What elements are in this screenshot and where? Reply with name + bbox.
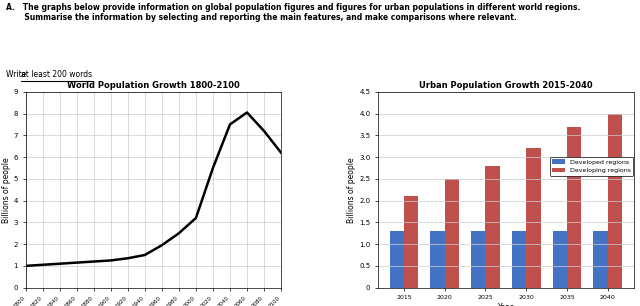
Bar [512,231,526,288]
Bar [431,231,445,288]
Title: World Population Growth 1800-2100: World Population Growth 1800-2100 [67,81,240,90]
Bar [471,231,486,288]
Text: A.   The graphs below provide information on global population figures and figur: A. The graphs below provide information … [6,3,580,22]
Bar [526,148,541,288]
Title: Urban Population Growth 2015-2040: Urban Population Growth 2015-2040 [419,81,593,90]
Bar [390,231,404,288]
Y-axis label: Billions of people: Billions of people [348,157,356,222]
Bar [567,127,581,288]
Legend: Developed regions, Developing regions: Developed regions, Developing regions [550,157,633,176]
X-axis label: Year: Year [498,303,514,306]
Bar [608,114,622,288]
Bar [553,231,567,288]
Bar [404,196,419,288]
Text: at least 200 words: at least 200 words [21,70,92,79]
Bar [445,179,459,288]
Y-axis label: Billions of people: Billions of people [2,157,11,222]
Bar [486,166,500,288]
Text: Write: Write [6,70,29,79]
Bar [593,231,608,288]
